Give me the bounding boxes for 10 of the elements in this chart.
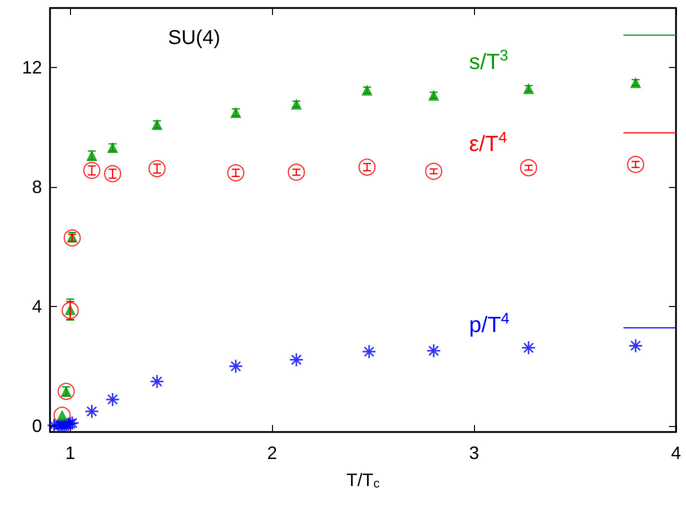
x-axis-title: T/Tc bbox=[346, 470, 380, 491]
y-tick-label: 0 bbox=[32, 416, 42, 436]
y-tick-label: 4 bbox=[32, 296, 42, 317]
x-tick-label: 3 bbox=[469, 443, 480, 463]
text: SU(4) bbox=[168, 27, 220, 49]
y-tick-label: 8 bbox=[32, 177, 42, 198]
y-tick-label: 12 bbox=[22, 58, 42, 78]
x-tick-label: 1 bbox=[65, 443, 76, 463]
x-tick-label: 4 bbox=[670, 443, 682, 463]
x-tick-label: 2 bbox=[267, 443, 278, 463]
